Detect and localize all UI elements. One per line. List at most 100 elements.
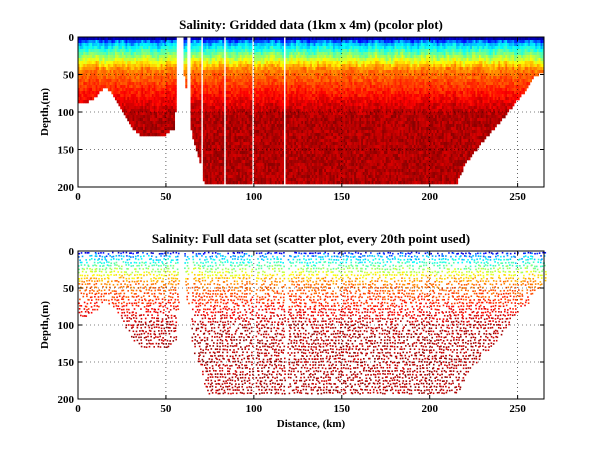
heatmap-cell — [245, 163, 248, 167]
heatmap-cell — [97, 88, 100, 92]
heatmap-cell — [313, 181, 316, 185]
heatmap-cell — [243, 49, 246, 53]
heatmap-cell — [320, 91, 323, 95]
heatmap-cell — [195, 130, 198, 134]
heatmap-cell — [171, 67, 174, 71]
heatmap-cell — [104, 37, 107, 41]
heatmap-cell — [287, 130, 290, 134]
heatmap-cell — [315, 73, 318, 77]
heatmap-cell — [225, 43, 228, 47]
heatmap-cell — [165, 76, 168, 80]
heatmap-cell — [250, 106, 253, 110]
heatmap-cell — [227, 160, 230, 164]
heatmap-cell — [208, 100, 211, 104]
heatmap-cell — [310, 85, 313, 89]
heatmap-cell — [315, 64, 318, 68]
heatmap-cell — [304, 67, 307, 71]
heatmap-cell — [209, 124, 212, 128]
heatmap-cell — [129, 106, 132, 110]
heatmap-cell — [257, 70, 260, 74]
heatmap-cell — [132, 100, 135, 104]
heatmap-cell — [303, 178, 306, 182]
heatmap-cell — [93, 43, 96, 47]
heatmap-cell — [239, 85, 242, 89]
heatmap-cell — [292, 127, 295, 131]
heatmap-cell — [134, 37, 137, 41]
heatmap-cell — [218, 100, 221, 104]
heatmap-cell — [192, 43, 195, 47]
heatmap-cell — [315, 103, 318, 107]
heatmap-cell — [216, 37, 219, 41]
heatmap-cell — [276, 91, 279, 95]
heatmap-cell — [79, 43, 82, 47]
heatmap-cell — [292, 142, 295, 146]
heatmap-cell — [315, 40, 318, 44]
heatmap-cell — [257, 109, 260, 113]
heatmap-cell — [202, 97, 205, 101]
heatmap-cell — [158, 109, 161, 113]
heatmap-cell — [299, 37, 302, 41]
heatmap-cell — [222, 73, 225, 77]
heatmap-cell — [206, 73, 209, 77]
heatmap-cell — [230, 115, 234, 119]
heatmap-cell — [111, 58, 114, 62]
heatmap-cell — [306, 154, 309, 158]
heatmap-cell — [139, 70, 142, 74]
heatmap-cell — [274, 151, 278, 155]
heatmap-cell — [259, 136, 262, 140]
heatmap-cell — [294, 160, 297, 164]
heatmap-cell — [250, 79, 253, 83]
heatmap-cell — [324, 52, 327, 56]
heatmap-cell — [197, 49, 200, 53]
heatmap-cell — [199, 91, 202, 95]
heatmap-cell — [227, 70, 230, 74]
heatmap-cell — [239, 181, 242, 185]
heatmap-cell — [211, 40, 214, 44]
heatmap-cell — [250, 115, 253, 119]
heatmap-cell — [259, 130, 262, 134]
heatmap-cell — [278, 163, 281, 167]
heatmap-cell — [190, 46, 193, 50]
heatmap-cell — [230, 139, 234, 143]
heatmap-cell — [232, 172, 235, 176]
heatmap-cell — [324, 70, 327, 74]
heatmap-cell — [297, 91, 300, 95]
heatmap-cell — [204, 91, 207, 95]
heatmap-cell — [162, 76, 165, 80]
heatmap-cell — [313, 109, 316, 113]
heatmap-cell — [269, 145, 272, 149]
heatmap-cell — [281, 106, 285, 110]
heatmap-cell — [143, 115, 146, 119]
heatmap-cell — [255, 139, 258, 143]
heatmap-cell — [273, 55, 276, 59]
heatmap-cell — [274, 43, 278, 47]
heatmap-cell — [134, 49, 137, 53]
heatmap-cell — [220, 157, 223, 161]
heatmap-cell — [167, 49, 170, 53]
heatmap-cell — [195, 70, 198, 74]
heatmap-cell — [141, 124, 144, 128]
heatmap-cell — [239, 121, 242, 125]
heatmap-cell — [81, 43, 84, 47]
heatmap-cell — [137, 103, 140, 107]
heatmap-cell — [285, 103, 288, 107]
heatmap-cell — [236, 79, 239, 83]
heatmap-cell — [324, 145, 327, 149]
heatmap-cell — [139, 124, 142, 128]
heatmap-cell — [143, 100, 146, 104]
heatmap-cell — [102, 52, 105, 56]
heatmap-cell — [255, 91, 258, 95]
heatmap-cell — [153, 70, 156, 74]
heatmap-cell — [276, 172, 279, 176]
heatmap-cell — [267, 88, 270, 92]
heatmap-cell — [250, 58, 253, 62]
heatmap-cell — [243, 172, 246, 176]
heatmap-cell — [304, 148, 307, 152]
heatmap-cell — [148, 109, 151, 113]
heatmap-cell — [143, 79, 146, 83]
heatmap-cell — [257, 79, 260, 83]
heatmap-cell — [218, 61, 221, 65]
heatmap-cell — [204, 115, 207, 119]
heatmap-cell — [308, 148, 311, 152]
heatmap-cell — [304, 97, 307, 101]
